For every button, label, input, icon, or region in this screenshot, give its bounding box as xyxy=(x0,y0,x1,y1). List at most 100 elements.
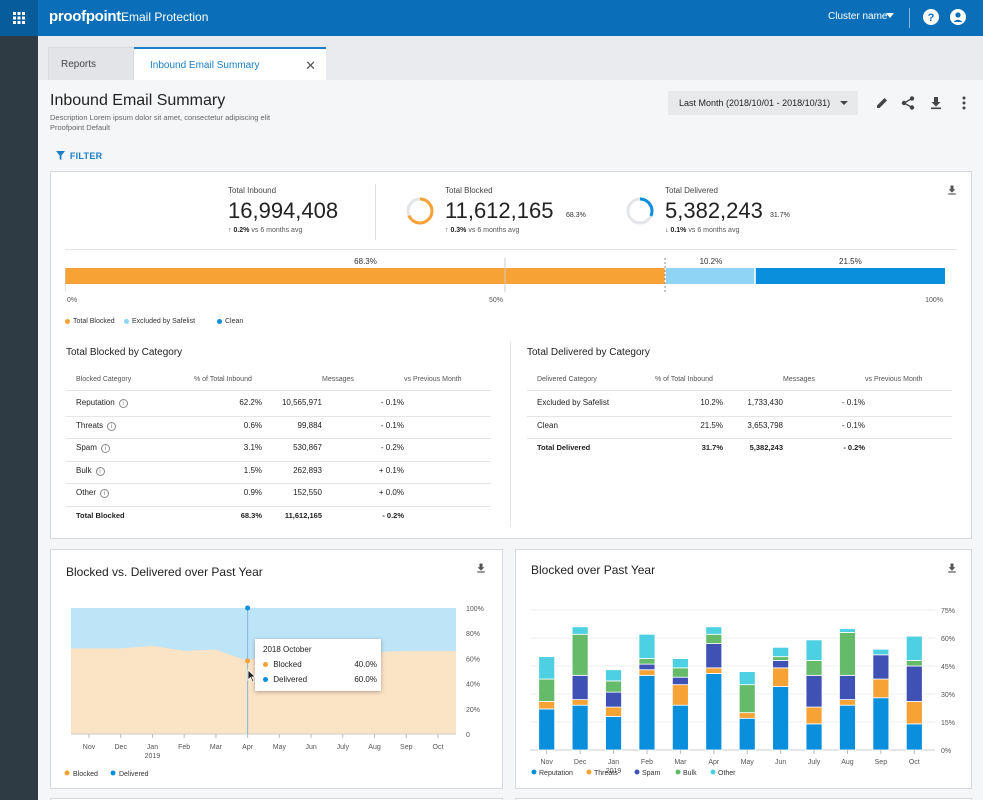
chevron-down-icon xyxy=(840,101,848,105)
svg-text:?: ? xyxy=(928,12,935,24)
download-icon[interactable] xyxy=(928,95,944,111)
tick-label: 100% xyxy=(925,297,943,304)
divider xyxy=(375,184,376,240)
legend-label: Reputation xyxy=(539,770,573,777)
more-icon[interactable] xyxy=(956,95,972,111)
messages-cell: 530,867 xyxy=(293,443,322,452)
close-icon[interactable]: ✕ xyxy=(305,58,316,73)
x-tick-label: Nov xyxy=(83,744,96,751)
download-icon[interactable] xyxy=(475,562,487,574)
bar-segment-threats xyxy=(905,701,923,725)
info-icon[interactable]: i xyxy=(95,466,105,476)
inbound-share-bar: 68.3% 10.2% 21.5% 0% 50% 100% xyxy=(65,258,945,304)
x-tick-label: Mar xyxy=(674,759,687,766)
arrow-up-icon: ↑ xyxy=(445,227,449,234)
legend-label: Bulk xyxy=(683,770,697,777)
arrow-up-icon: ↑ xyxy=(228,227,232,234)
x-tick-label: Aug xyxy=(368,744,381,751)
messages-cell: 10,565,971 xyxy=(281,398,322,407)
table-row: Other i 0.9% 152,550 + 0.0% xyxy=(66,484,491,507)
cluster-selector[interactable]: Cluster name xyxy=(828,11,888,22)
total-delivered-value: 5,382,243 xyxy=(665,198,763,223)
tab-label: Inbound Email Summary xyxy=(150,60,260,71)
account-icon[interactable] xyxy=(950,9,966,25)
bar-segment-other xyxy=(538,656,556,680)
bar-segment-other xyxy=(571,626,589,635)
tooltip-row-delivered: Delivered 60.0% xyxy=(263,675,377,684)
legend-item: Clean xyxy=(217,318,243,325)
help-icon[interactable]: ? xyxy=(923,9,939,25)
bar-segment-bulk xyxy=(705,633,723,644)
legend-label: Excluded by Safelist xyxy=(132,318,196,325)
legend-dot xyxy=(110,770,116,776)
row-line xyxy=(527,415,952,417)
date-range-label: Last Month (2018/10/01 - 2018/10/31) xyxy=(679,98,831,108)
divider xyxy=(510,342,511,527)
table-header: Messages xyxy=(783,376,815,383)
x-tick-sublabel: 2019 xyxy=(145,753,161,760)
x-tick-label: July xyxy=(337,744,350,751)
filter-button[interactable]: FILTER xyxy=(56,151,102,161)
bar-segment-other xyxy=(805,639,823,661)
blocked-dot xyxy=(263,662,268,668)
row-line xyxy=(66,415,491,417)
bar-segment-other xyxy=(638,633,656,659)
y-tick-label: 15% xyxy=(941,720,955,727)
bar-segment-other xyxy=(738,671,756,686)
bar-segment-reputation xyxy=(705,673,723,751)
bar-segment-spam xyxy=(605,691,622,708)
y-tick-label: 20% xyxy=(466,707,480,714)
delivered-point xyxy=(245,605,251,611)
share-segment xyxy=(755,268,945,284)
y-tick-label: 0% xyxy=(941,748,951,755)
info-icon[interactable]: i xyxy=(100,489,110,498)
tick-label: 50% xyxy=(489,297,503,304)
bar-segment-spam xyxy=(571,674,589,701)
bar-segment-reputation xyxy=(772,686,790,751)
table-header: vs Previous Month xyxy=(865,376,923,383)
share-icon[interactable] xyxy=(900,95,916,111)
tooltip-row-blocked: Blocked 40.0% xyxy=(263,660,377,669)
row-line xyxy=(66,438,491,439)
share-segment xyxy=(666,268,755,284)
page-subtitle: Proofpoint Default xyxy=(50,123,111,132)
edit-icon[interactable] xyxy=(874,95,890,111)
vs-cell: - 0.2% xyxy=(382,510,404,520)
pct-cell: 31.7% xyxy=(701,443,723,452)
category-cell: Total Delivered xyxy=(537,443,591,452)
chevron-down-icon[interactable] xyxy=(886,13,894,18)
table-row: Spam i 3.1% 530,867 - 0.2% xyxy=(66,439,491,462)
apps-grid-icon[interactable] xyxy=(0,0,38,36)
download-icon[interactable] xyxy=(946,184,958,196)
info-icon[interactable]: i xyxy=(118,399,128,408)
info-icon[interactable]: i xyxy=(107,421,117,431)
category-cell: Excluded by Safelist xyxy=(537,398,610,407)
bar-segment-bulk xyxy=(638,658,656,665)
info-icon[interactable]: i xyxy=(100,444,110,453)
bar-segment-spam xyxy=(638,663,656,671)
report-page: Inbound Email Summary Description Lorem … xyxy=(38,80,983,800)
stacked-bar-chart[interactable]: 75% 60% 45% 30% 15% 0% Nov Dec Jan 2019 Feb Mar Apr M… xyxy=(516,586,971,788)
y-tick-label: 0 xyxy=(466,732,470,739)
x-tick-label: Jan xyxy=(608,759,619,766)
messages-cell: 99,884 xyxy=(297,420,322,430)
messages-cell: 11,612,165 xyxy=(284,510,322,520)
messages-cell: 262,893 xyxy=(293,465,322,475)
blocked-table-title: Total Blocked by Category xyxy=(66,347,183,358)
row-line xyxy=(66,390,491,391)
download-icon[interactable] xyxy=(946,562,958,574)
vs-cell: - 0.1% xyxy=(380,420,404,430)
x-tick-label: Nov xyxy=(540,759,553,766)
delivered-dot xyxy=(263,677,268,683)
brand-logo[interactable]: proofpoint. xyxy=(49,8,125,25)
total-delivered-pct: 31.7% xyxy=(770,212,790,219)
arrow-down-icon: ↓ xyxy=(665,227,669,234)
x-tick-label: Feb xyxy=(178,744,190,751)
bar-segment-spam xyxy=(671,676,689,686)
tab-inbound-email-summary[interactable]: Inbound Email Summary ✕ xyxy=(134,47,326,80)
tab-reports[interactable]: Reports xyxy=(48,47,134,80)
date-range-select[interactable]: Last Month (2018/10/01 - 2018/10/31) xyxy=(668,91,858,115)
x-tick-sublabel: 2019 xyxy=(606,768,622,775)
summary-legend: Total Blocked Excluded by Safelist Clean xyxy=(65,318,465,330)
bar-segment-threats xyxy=(605,706,622,717)
